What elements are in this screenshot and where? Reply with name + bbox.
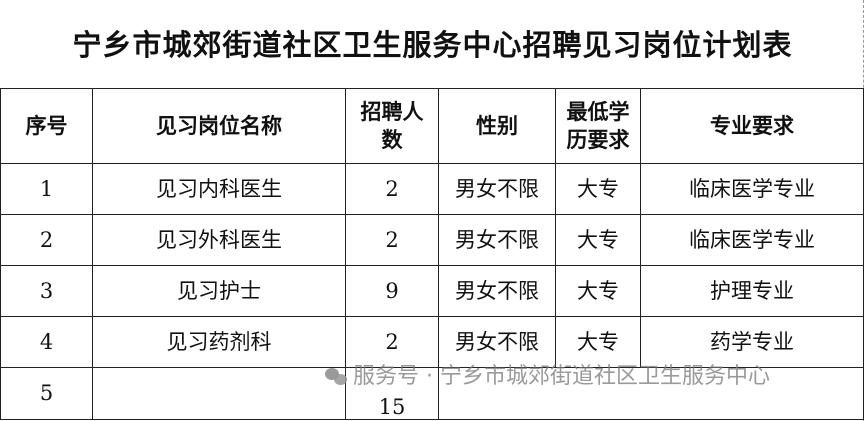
cell-index: 2: [0, 214, 93, 266]
cell-position: 见习内科医生: [92, 163, 346, 215]
cell-major: 临床医学专业: [640, 214, 864, 266]
cell-gender: 男女不限: [438, 163, 556, 215]
table-row: 3 见习护士 9 男女不限 大专 护理专业: [0, 265, 864, 317]
cell-gender: 男女不限: [438, 316, 556, 368]
header-position: 见习岗位名称: [92, 88, 346, 164]
header-gender: 性别: [438, 88, 556, 164]
cell-count: 2: [345, 316, 439, 368]
page-title: 宁乡市城郊街道社区卫生服务中心招聘见习岗位计划表: [72, 28, 793, 62]
cell-position: 见习药剂科: [92, 316, 346, 368]
cell-education: 大专: [555, 265, 641, 317]
page-edge: [863, 0, 864, 421]
cell-position: [92, 367, 346, 420]
header-education-text: 最低学历要求: [566, 99, 630, 152]
table-row: 4 见习药剂科 2 男女不限 大专 药学专业: [0, 316, 864, 368]
recruitment-table: 序号 见习岗位名称 招聘人数 性别 最低学历要求 专业要求 1 见习内科医生 2…: [0, 88, 864, 420]
cell-major: 护理专业: [640, 265, 864, 317]
cell-position: 见习外科医生: [92, 214, 346, 266]
cell-index: 3: [0, 265, 93, 317]
cell-major: 药学专业: [640, 316, 864, 368]
cell-education: [555, 367, 641, 420]
cell-index: 1: [0, 163, 93, 215]
cell-count: 9: [345, 265, 439, 317]
cell-count: 15: [345, 367, 439, 420]
watermark-text: 服务号 · 宁乡市城郊街道社区卫生服务中心: [353, 364, 770, 389]
header-education: 最低学历要求: [555, 88, 641, 164]
cell-major: [640, 367, 864, 420]
watermark: 服务号 · 宁乡市城郊街道社区卫生服务中心: [325, 364, 770, 390]
cell-education: 大专: [555, 214, 641, 266]
cell-gender: 男女不限: [438, 265, 556, 317]
cell-count: 2: [345, 214, 439, 266]
cell-count: 2: [345, 163, 439, 215]
cell-major: 临床医学专业: [640, 163, 864, 215]
cell-index: 5: [0, 367, 93, 420]
header-major: 专业要求: [640, 88, 864, 164]
cell-education: 大专: [555, 316, 641, 368]
cell-gender: 男女不限: [438, 214, 556, 266]
table-row-total: 5 15: [0, 367, 864, 420]
cell-gender: [438, 367, 556, 420]
wechat-icon: [325, 368, 347, 386]
cell-position: 见习护士: [92, 265, 346, 317]
header-index: 序号: [0, 88, 93, 164]
header-count: 招聘人数: [345, 88, 439, 164]
cell-index: 4: [0, 316, 93, 368]
header-count-text: 招聘人数: [360, 99, 424, 152]
table-header-row: 序号 见习岗位名称 招聘人数 性别 最低学历要求 专业要求: [0, 88, 864, 164]
table-row: 1 见习内科医生 2 男女不限 大专 临床医学专业: [0, 163, 864, 215]
table-row: 2 见习外科医生 2 男女不限 大专 临床医学专业: [0, 214, 864, 266]
cell-education: 大专: [555, 163, 641, 215]
